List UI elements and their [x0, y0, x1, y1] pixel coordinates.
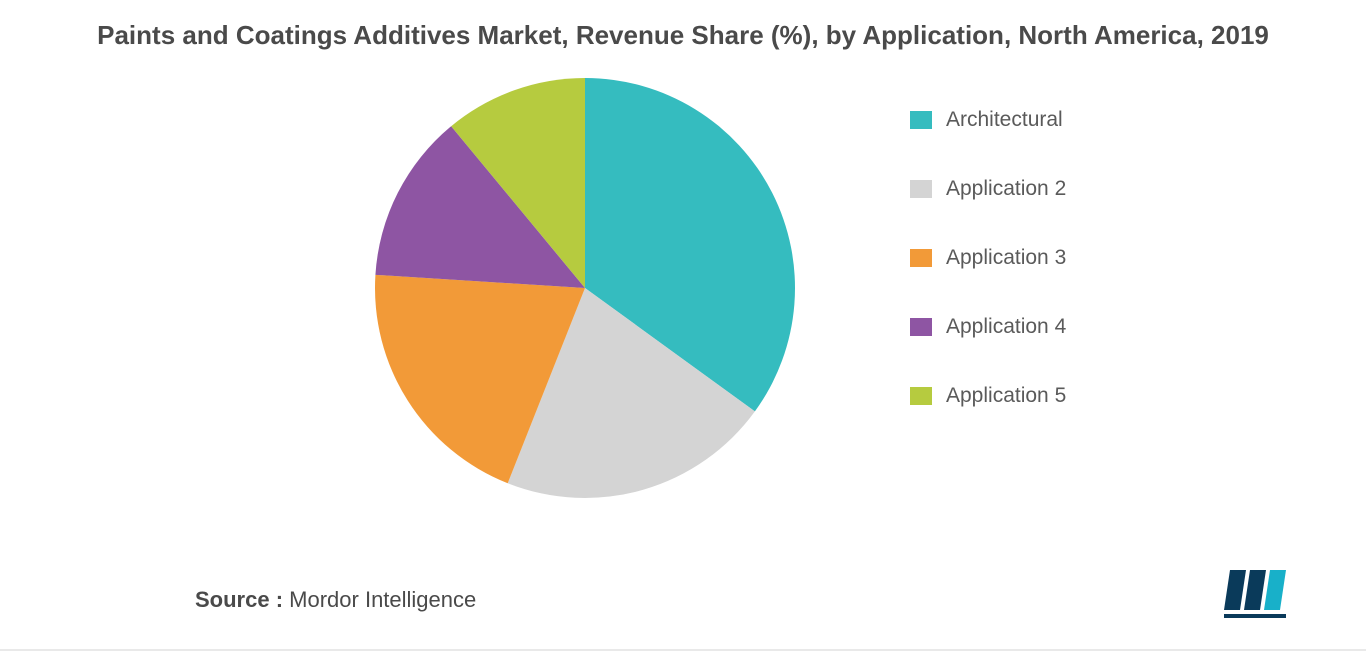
- brand-logo: [1224, 570, 1296, 625]
- pie-chart: [370, 73, 800, 503]
- legend-item: Application 2: [910, 177, 1066, 201]
- legend-item: Application 3: [910, 246, 1066, 270]
- legend-swatch: [910, 180, 932, 198]
- legend-label: Application 3: [946, 246, 1066, 270]
- legend-item: Application 4: [910, 315, 1066, 339]
- logo-underline: [1224, 614, 1286, 618]
- legend-swatch: [910, 318, 932, 336]
- chart-frame: Paints and Coatings Additives Market, Re…: [0, 0, 1366, 655]
- legend-label: Application 5: [946, 384, 1066, 408]
- legend-label: Architectural: [946, 108, 1063, 132]
- legend-item: Application 5: [910, 384, 1066, 408]
- chart-area: Architectural Application 2 Application 3 A…: [30, 63, 1336, 523]
- logo-bar: [1224, 570, 1246, 610]
- pie-svg: [370, 73, 800, 503]
- legend-swatch: [910, 249, 932, 267]
- logo-bar: [1264, 570, 1286, 610]
- source-text: Mordor Intelligence: [289, 587, 476, 612]
- legend-swatch: [910, 111, 932, 129]
- brand-logo-svg: [1224, 570, 1296, 620]
- logo-bar: [1244, 570, 1266, 610]
- source-label: Source :: [195, 587, 283, 612]
- legend-label: Application 2: [946, 177, 1066, 201]
- source-line: Source : Mordor Intelligence: [195, 587, 476, 613]
- chart-title: Paints and Coatings Additives Market, Re…: [30, 18, 1336, 53]
- legend-item: Architectural: [910, 108, 1066, 132]
- legend-swatch: [910, 387, 932, 405]
- legend: Architectural Application 2 Application 3 A…: [910, 108, 1066, 408]
- bottom-divider: [0, 649, 1366, 651]
- legend-label: Application 4: [946, 315, 1066, 339]
